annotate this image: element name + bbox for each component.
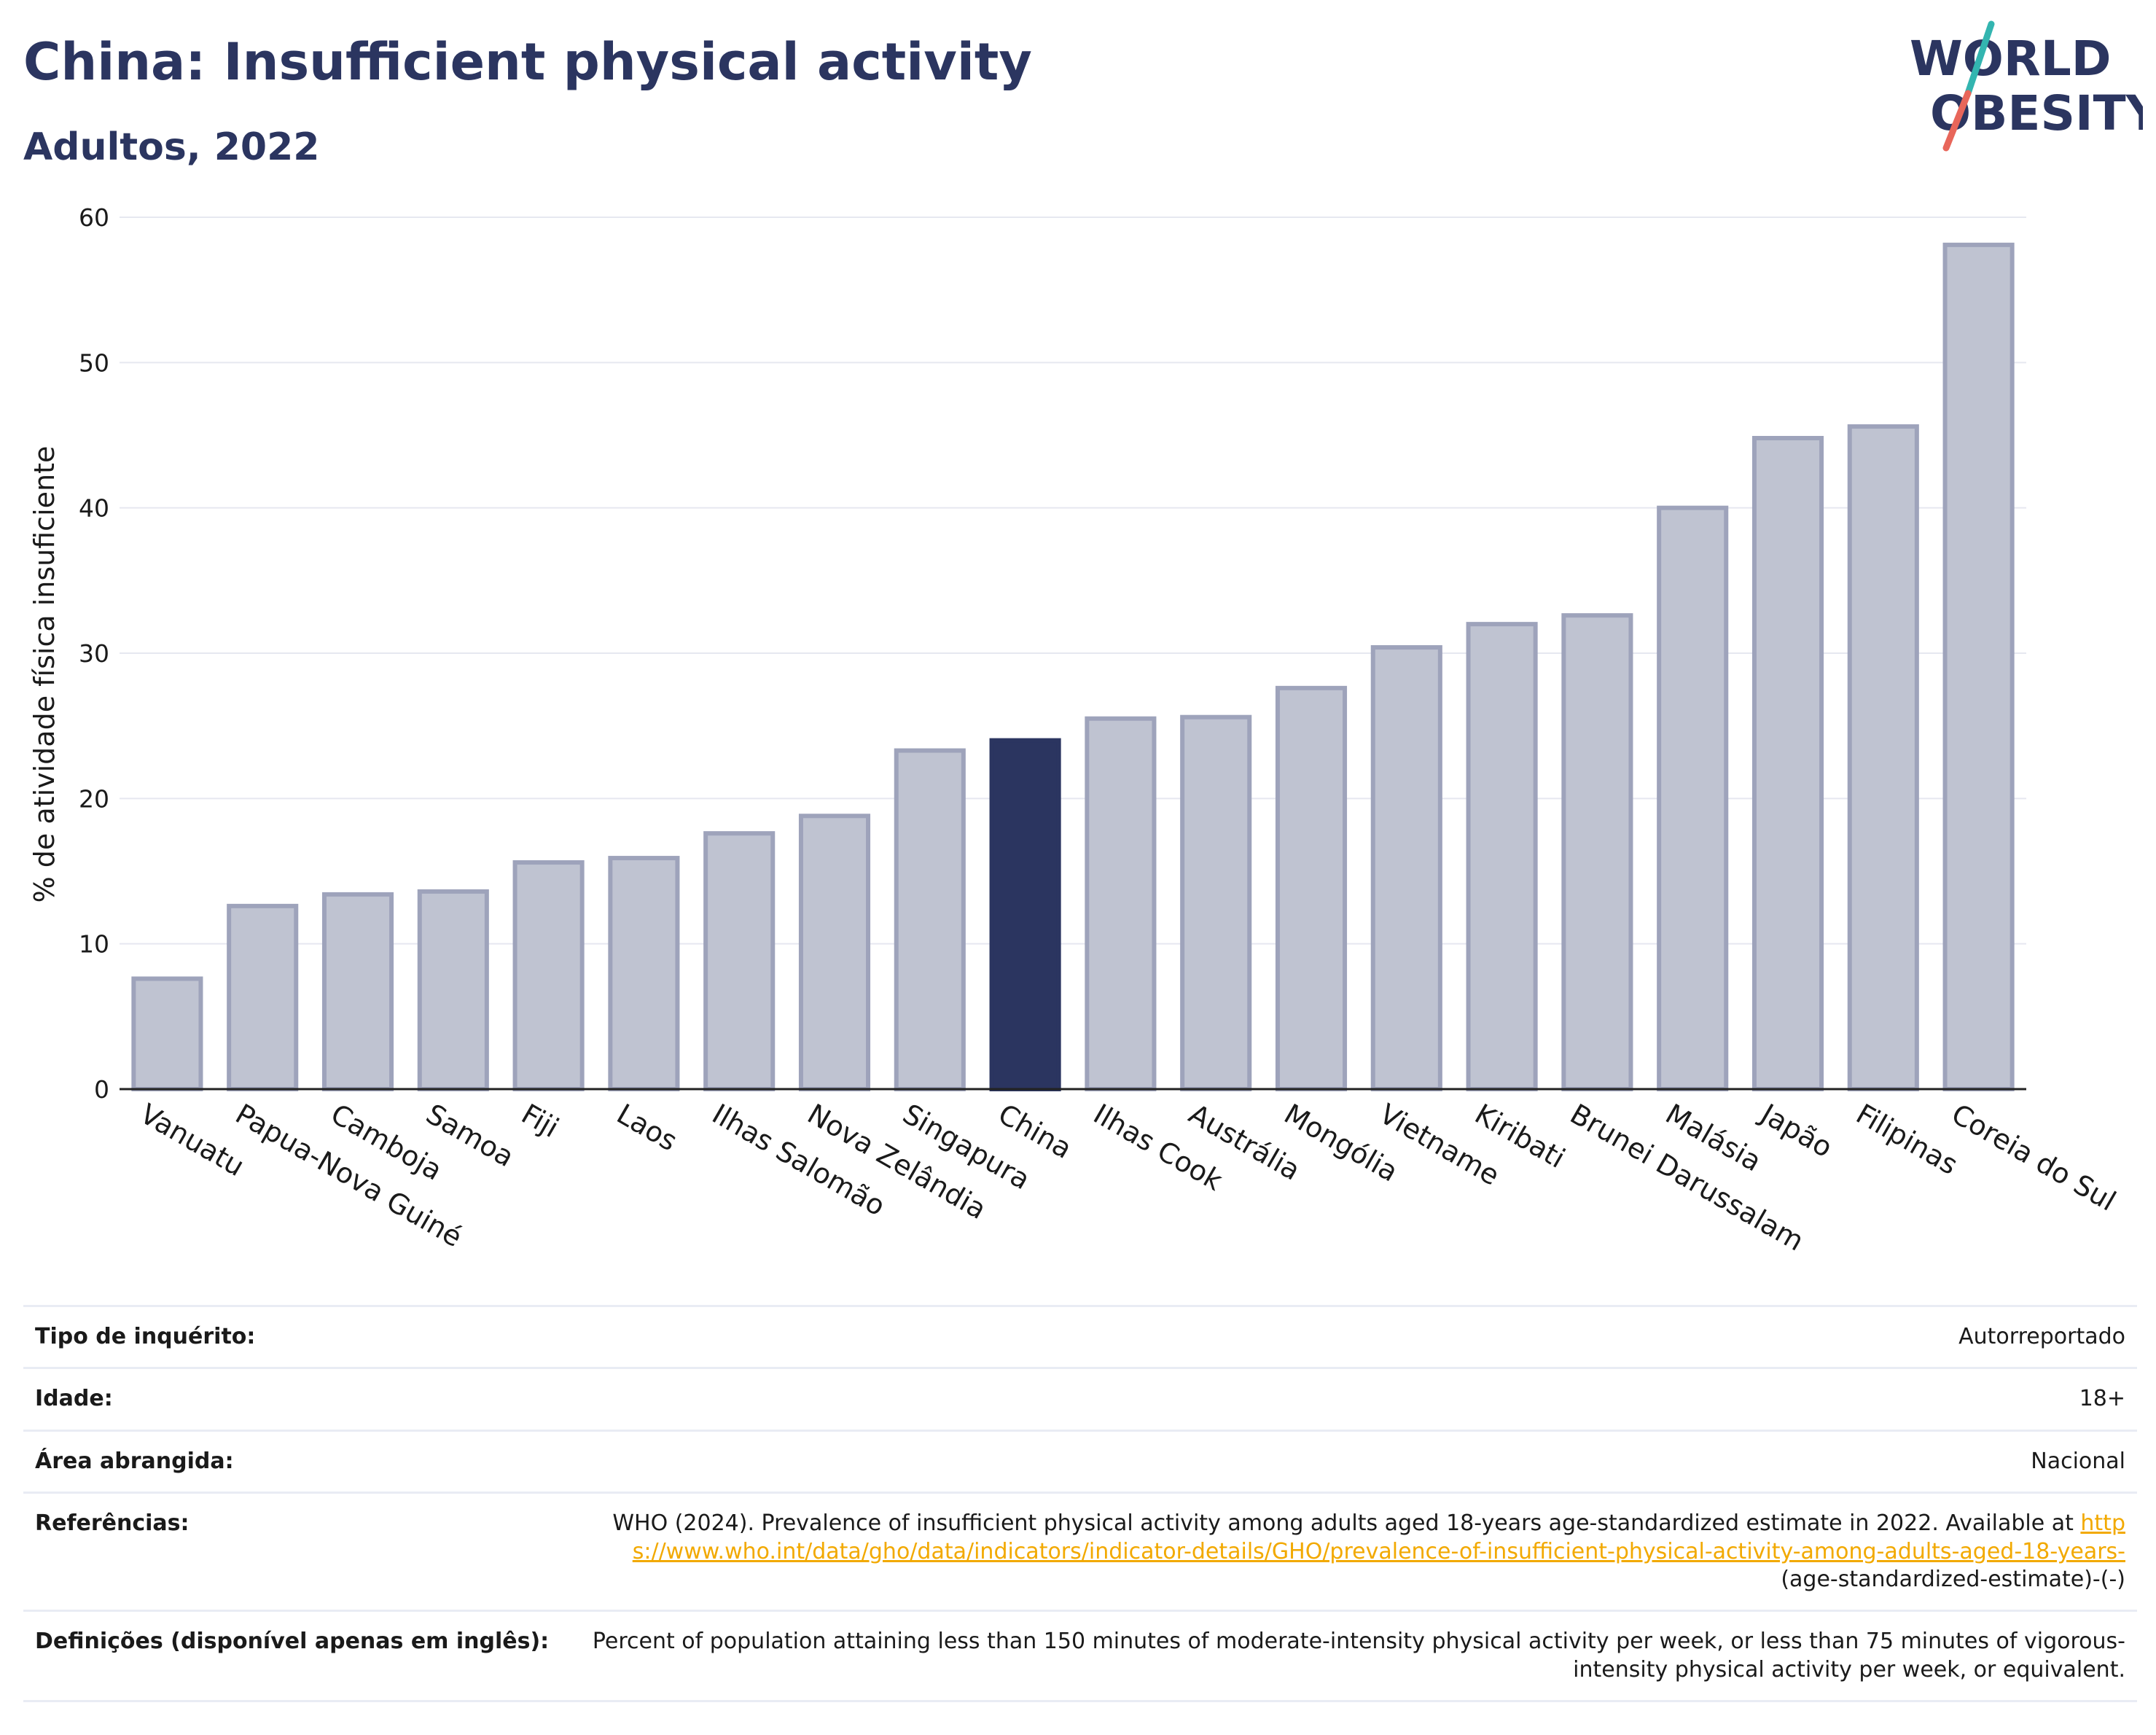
bar: [1275, 685, 1348, 1091]
logo-slash-bottom: [1942, 90, 1972, 152]
info-label: Área abrangida:: [23, 1429, 571, 1494]
bar: [894, 748, 966, 1091]
bar: [798, 814, 871, 1091]
bar: [131, 976, 203, 1092]
world-obesity-logo: WORLD OBESITY: [1910, 20, 2143, 152]
bar: [1085, 716, 1157, 1091]
x-tick-label: Fiji: [516, 1098, 564, 1144]
references-link[interactable]: https://www.who.int/data/gho/data/indica…: [632, 1510, 2125, 1564]
bars: [131, 242, 2015, 1092]
info-label: Tipo de inquérito:: [23, 1304, 571, 1370]
bar: [989, 738, 1061, 1091]
y-tick-label: 60: [79, 203, 109, 232]
x-tick-label: Laos: [612, 1098, 683, 1158]
definitions-label: Definições (disponível apenas em inglês)…: [23, 1610, 571, 1703]
references-label: Referências:: [23, 1492, 571, 1613]
info-row: Idade: 18+: [23, 1367, 2137, 1432]
y-tick-label: 30: [79, 639, 109, 668]
logo-slash-top: [1964, 20, 1995, 97]
info-value: Autorreportado: [571, 1304, 2137, 1370]
logo-line-1: WORLD: [1910, 31, 2112, 87]
info-table: Tipo de inquérito: Autorreportado Idade: 18…: [23, 1304, 2137, 1703]
x-tick-label: Filipinas: [1851, 1098, 1963, 1181]
bar: [703, 831, 776, 1091]
chart-title: China: Insufficient physical activity: [23, 32, 1032, 92]
bar: [1466, 622, 1538, 1091]
y-tick-label: 0: [94, 1075, 109, 1104]
info-row: Área abrangida: Nacional: [23, 1429, 2137, 1494]
references-text: WHO (2024). Prevalence of insufficient p…: [612, 1510, 2081, 1537]
bar: [1370, 645, 1442, 1091]
info-value: 18+: [571, 1367, 2137, 1432]
definitions-row: Definições (disponível apenas em inglês)…: [23, 1610, 2137, 1703]
bar: [321, 892, 394, 1091]
bar: [1751, 435, 1824, 1091]
x-tick-label: Vanuatu: [135, 1098, 250, 1182]
bar: [417, 889, 489, 1091]
info-value: Nacional: [571, 1429, 2137, 1494]
bar: [227, 903, 299, 1091]
grid-lines: [120, 217, 2026, 945]
y-axis-label: % de atividade física insuficiente: [28, 446, 60, 903]
bar: [1942, 242, 2015, 1092]
chart-subtitle: Adultos, 2022: [23, 125, 320, 169]
info-row: Tipo de inquérito: Autorreportado: [23, 1304, 2137, 1370]
y-tick-label: 10: [79, 930, 109, 959]
y-tick-label: 40: [79, 494, 109, 523]
bar: [1561, 613, 1633, 1091]
references-suffix: (age-standardized-estimate)-(-): [1781, 1566, 2125, 1592]
y-tick-label: 50: [79, 348, 109, 377]
bar: [512, 860, 585, 1092]
bar: [608, 856, 680, 1092]
y-tick-label: 20: [79, 784, 109, 813]
x-tick-label: Japão: [1754, 1097, 1838, 1164]
definitions-value: Percent of population attaining less tha…: [571, 1610, 2137, 1703]
info-label: Idade:: [23, 1367, 571, 1432]
bar: [1657, 505, 1729, 1091]
x-tick-label: Coreia do Sul: [1946, 1098, 2121, 1217]
references-row: Referências: WHO (2024). Prevalence of in…: [23, 1492, 2137, 1613]
bar: [1180, 714, 1252, 1091]
bar: [1847, 424, 1919, 1091]
references-value: WHO (2024). Prevalence of insufficient p…: [571, 1492, 2137, 1613]
